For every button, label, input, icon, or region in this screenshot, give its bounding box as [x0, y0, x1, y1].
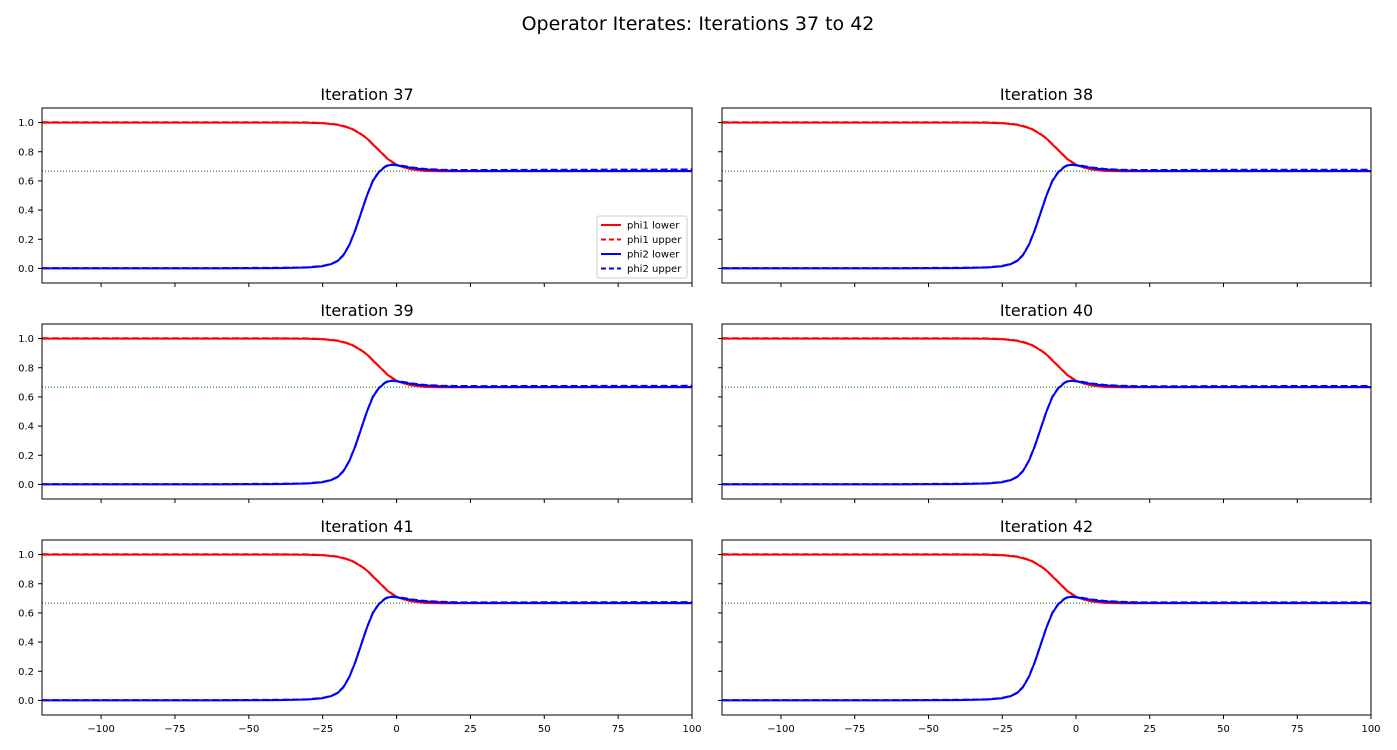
series-line [722, 379, 1371, 486]
series-line [722, 595, 1371, 702]
axes-frame [41, 323, 693, 500]
x-tick-label: 25 [464, 724, 477, 735]
series-line [42, 163, 692, 270]
axes-frame [721, 323, 1372, 500]
y-tick-label: 0.4 [18, 638, 34, 649]
x-tick-label: −50 [238, 724, 259, 735]
y-tick-label: 0.4 [18, 422, 34, 433]
subplot-grid: Iteration 37 0.0 0.2 0.4 0.6 0.8 1.0 phi1 lower… [18, 85, 1380, 735]
plot-lines [42, 121, 692, 270]
plot-lines [722, 553, 1371, 702]
x-tick-label: −25 [992, 724, 1013, 735]
subplot-title: Iteration 37 [320, 85, 413, 104]
x-tick-label: −75 [844, 724, 865, 735]
legend-box [596, 215, 688, 279]
plot-lines [42, 553, 692, 702]
subplot-title: Iteration 40 [1000, 301, 1093, 320]
y-tick-label: 0.2 [18, 667, 34, 678]
legend-label: phi1 lower [627, 221, 680, 232]
series-line [722, 553, 1371, 604]
y-tick-label: 0.6 [18, 608, 34, 619]
x-tick-label: 100 [682, 724, 701, 735]
x-tick-label: 25 [1143, 724, 1156, 735]
y-tick-label: 1.0 [18, 550, 34, 561]
x-tick-label: −25 [312, 724, 333, 735]
subplot-title: Iteration 38 [1000, 85, 1093, 104]
subplot-panel: Iteration 42 −100 −75 −50 −25 0 25 50 75 100 [718, 517, 1381, 735]
subplot-panel: Iteration 37 0.0 0.2 0.4 0.6 0.8 1.0 phi1 lower… [18, 85, 693, 287]
x-tick-label: 0 [393, 724, 399, 735]
series-line [42, 337, 692, 388]
y-tick-label: 0.6 [18, 176, 34, 187]
axes-frame [721, 107, 1372, 284]
series-line [722, 121, 1371, 172]
y-tick-label: 0.4 [18, 206, 34, 217]
subplot-title: Iteration 39 [320, 301, 413, 320]
series-line [42, 379, 692, 486]
subplot-panel: Iteration 41 0.0 0.2 0.4 0.6 0.8 1.0 −100 −75 −50… [18, 517, 701, 735]
legend: phi1 lower phi1 upper phi2 lower phi2 upper [596, 215, 688, 279]
plot-lines [722, 121, 1371, 270]
x-tick-label: 100 [1361, 724, 1380, 735]
y-tick-label: 0.0 [18, 480, 34, 491]
y-tick-label: 1.0 [18, 118, 34, 129]
series-line [42, 595, 692, 702]
series-line [42, 121, 692, 172]
plot-lines [722, 337, 1371, 486]
axes-frame [41, 539, 693, 716]
figure-title: Operator Iterates: Iterations 37 to 42 [522, 13, 875, 35]
y-tick-label: 1.0 [18, 334, 34, 345]
x-tick-label: −75 [164, 724, 185, 735]
subplot-panel: Iteration 39 0.0 0.2 0.4 0.6 0.8 1.0 [18, 301, 693, 503]
series-line [722, 163, 1371, 270]
y-tick-label: 0.2 [18, 235, 34, 246]
y-tick-label: 0.8 [18, 363, 34, 374]
legend-label: phi2 lower [627, 250, 680, 261]
axes-frame [721, 539, 1372, 716]
series-line [42, 553, 692, 604]
x-tick-label: −100 [87, 724, 114, 735]
x-tick-label: 50 [1217, 724, 1230, 735]
x-tick-label: −100 [767, 724, 794, 735]
subplot-title: Iteration 42 [1000, 517, 1093, 536]
x-tick-label: 0 [1073, 724, 1079, 735]
y-tick-label: 0.0 [18, 696, 34, 707]
series-line [722, 337, 1371, 388]
y-tick-label: 0.8 [18, 579, 34, 590]
x-tick-label: 75 [612, 724, 625, 735]
y-tick-label: 0.0 [18, 264, 34, 275]
legend-label: phi1 upper [627, 235, 682, 246]
x-tick-label: 75 [1291, 724, 1304, 735]
x-tick-label: −50 [918, 724, 939, 735]
subplot-panel: Iteration 40 [718, 301, 1372, 503]
plot-lines [42, 337, 692, 486]
subplot-panel: Iteration 38 [718, 85, 1372, 287]
legend-label: phi2 upper [627, 264, 682, 275]
subplot-title: Iteration 41 [320, 517, 413, 536]
axes-frame [41, 107, 693, 284]
y-tick-label: 0.6 [18, 392, 34, 403]
x-tick-label: 50 [538, 724, 551, 735]
y-tick-label: 0.2 [18, 451, 34, 462]
y-tick-label: 0.8 [18, 147, 34, 158]
